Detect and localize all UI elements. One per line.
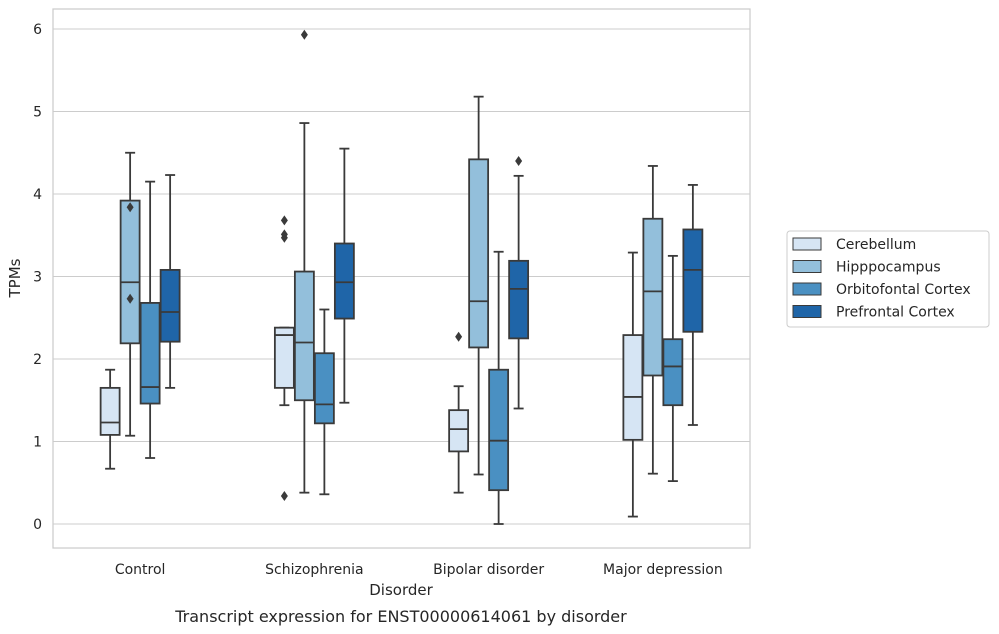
- box-prefrontal-cortex: [159, 174, 181, 389]
- x-tick-label: Major depression: [603, 562, 723, 578]
- box-iqr: [448, 409, 470, 453]
- outlier-point: [280, 215, 288, 226]
- box-hipppocampus: [468, 95, 490, 476]
- box-orbitofontal-cortex: [662, 254, 684, 483]
- box-iqr: [139, 301, 161, 405]
- legend-swatch: [792, 260, 822, 273]
- box-iqr: [662, 338, 684, 407]
- outlier-point: [515, 156, 523, 166]
- box-iqr: [273, 326, 295, 389]
- box-iqr: [99, 386, 121, 436]
- box-iqr: [468, 158, 490, 349]
- box-iqr: [293, 270, 315, 402]
- box-hipppocampus: [642, 165, 664, 475]
- legend-frame: [786, 230, 990, 328]
- legend-swatch: [792, 305, 822, 318]
- legend-swatch: [792, 237, 822, 251]
- legend-swatch: [792, 282, 822, 296]
- y-tick-label: 6: [33, 22, 42, 38]
- box-iqr: [313, 352, 335, 425]
- plot-frame: [52, 8, 751, 549]
- box-prefrontal-cortex: [333, 147, 355, 404]
- box-iqr: [682, 228, 704, 333]
- box-prefrontal-cortex: [508, 156, 530, 410]
- box-iqr: [508, 259, 530, 340]
- y-tick-label: 2: [33, 352, 42, 368]
- box-groups: [99, 29, 704, 525]
- box-iqr: [622, 334, 644, 441]
- box-iqr: [333, 242, 355, 320]
- box-prefrontal-cortex: [682, 184, 704, 426]
- x-tick-labels: Control Schizophrenia Bipolar disorder Majo…: [115, 562, 723, 578]
- legend-label: Prefrontal Cortex: [836, 305, 955, 321]
- box-orbitofontal-cortex: [313, 308, 335, 496]
- box-iqr: [119, 199, 141, 345]
- y-tick-label: 0: [33, 517, 42, 533]
- outlier-point: [455, 331, 463, 342]
- x-tick-label: Bipolar disorder: [433, 562, 544, 578]
- y-tick-labels: 0 1 2 3 4 5 6: [33, 22, 42, 533]
- y-axis-label: TPMs: [6, 258, 24, 298]
- y-tick-label: 4: [33, 187, 42, 203]
- legend-label: Cerebellum: [836, 237, 916, 253]
- y-tick-label: 5: [33, 105, 42, 121]
- outlier-point: [126, 293, 134, 304]
- box-cerebellum: [273, 215, 295, 501]
- box-orbitofontal-cortex: [139, 180, 161, 459]
- y-tick-label: 1: [33, 435, 42, 451]
- box-orbitofontal-cortex: [488, 250, 510, 525]
- outlier-point: [280, 490, 288, 501]
- legend-label: Hipppocampus: [836, 260, 941, 276]
- outlier-point: [280, 229, 288, 240]
- box-iqr: [642, 217, 664, 377]
- box-iqr: [488, 368, 510, 492]
- box-cerebellum: [99, 368, 121, 470]
- y-tick-label: 3: [33, 270, 42, 286]
- legend-label: Orbitofontal Cortex: [836, 282, 971, 298]
- box-iqr: [159, 268, 181, 343]
- outlier-point: [126, 202, 134, 213]
- box-cerebellum: [622, 251, 644, 518]
- box-hipppocampus: [119, 151, 141, 437]
- box-cerebellum: [448, 331, 470, 494]
- legend: Cerebellum Hipppocampus Orbitofontal Corte…: [786, 230, 990, 328]
- x-axis-label: Disorder: [369, 581, 433, 599]
- outlier-point: [300, 29, 308, 40]
- chart-caption: Transcript expression for ENST0000061406…: [174, 607, 627, 626]
- x-tick-label: Control: [115, 562, 166, 578]
- box-hipppocampus: [293, 29, 315, 494]
- x-tick-label: Schizophrenia: [265, 562, 363, 578]
